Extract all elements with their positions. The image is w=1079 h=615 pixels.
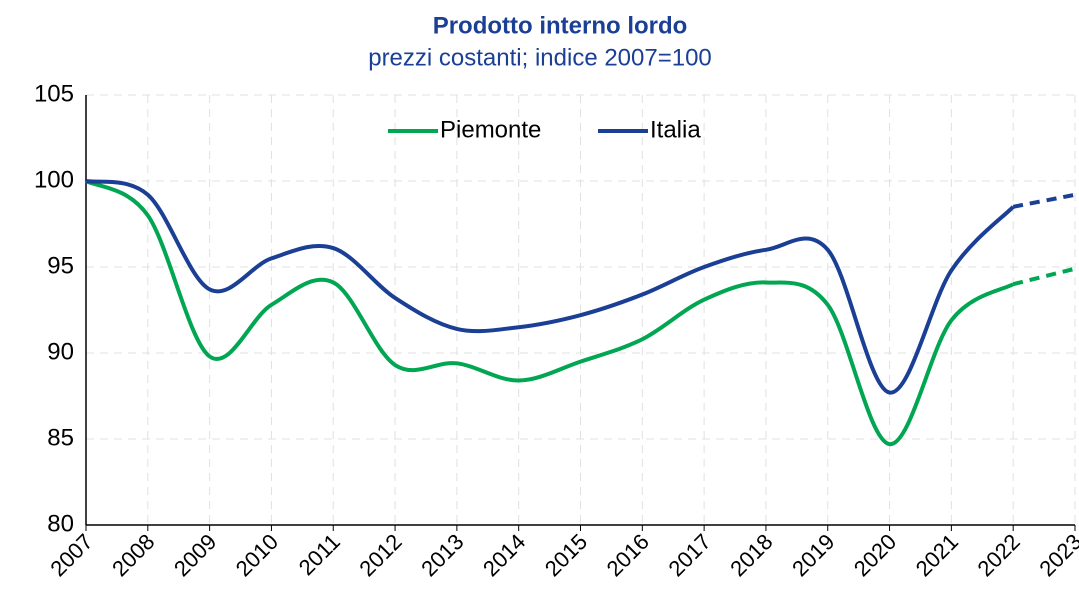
x-tick-label: 2009 bbox=[169, 529, 221, 581]
x-tick-label: 2020 bbox=[849, 529, 901, 581]
x-tick-label: 2012 bbox=[354, 529, 406, 581]
legend-label: Piemonte bbox=[440, 116, 541, 143]
x-tick-label: 2014 bbox=[478, 529, 530, 581]
chart-subtitle: prezzi costanti; indice 2007=100 bbox=[368, 44, 712, 71]
series-line bbox=[85, 179, 1015, 447]
x-tick-label: 2023 bbox=[1034, 529, 1079, 581]
y-tick-label: 80 bbox=[47, 510, 74, 537]
y-tick-label: 95 bbox=[47, 252, 74, 279]
series-line bbox=[1012, 192, 1076, 209]
y-tick-label: 105 bbox=[34, 80, 74, 107]
x-tick-label: 2008 bbox=[107, 529, 159, 581]
y-tick-label: 85 bbox=[47, 424, 74, 451]
x-tick-label: 2016 bbox=[602, 529, 654, 581]
x-tick-label: 2017 bbox=[663, 529, 715, 581]
x-tick-label: 2021 bbox=[911, 529, 963, 581]
chart-title: Prodotto interno lordo bbox=[433, 12, 688, 39]
x-tick-label: 2019 bbox=[787, 529, 839, 581]
series-line bbox=[85, 179, 1015, 395]
x-tick-label: 2015 bbox=[540, 529, 592, 581]
y-tick-label: 100 bbox=[34, 166, 74, 193]
x-tick-label: 2011 bbox=[294, 529, 345, 580]
y-tick-label: 90 bbox=[47, 338, 74, 365]
series-line bbox=[1012, 266, 1076, 287]
x-tick-label: 2018 bbox=[725, 529, 777, 581]
legend-label: Italia bbox=[650, 116, 701, 143]
x-tick-label: 2010 bbox=[231, 529, 283, 581]
x-tick-label: 2022 bbox=[973, 529, 1025, 581]
x-tick-label: 2013 bbox=[416, 529, 468, 581]
